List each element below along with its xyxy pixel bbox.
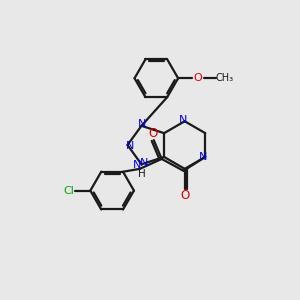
Text: N: N bbox=[199, 152, 208, 162]
Text: N: N bbox=[133, 160, 141, 170]
Text: N: N bbox=[126, 141, 135, 151]
Text: O: O bbox=[194, 73, 202, 83]
Text: O: O bbox=[148, 127, 158, 140]
Text: N: N bbox=[140, 158, 148, 168]
Text: CH₃: CH₃ bbox=[216, 73, 234, 83]
Text: N: N bbox=[138, 119, 147, 129]
Text: O: O bbox=[180, 189, 189, 202]
Text: N: N bbox=[178, 115, 187, 125]
Text: H: H bbox=[138, 169, 146, 179]
Text: Cl: Cl bbox=[63, 186, 74, 196]
